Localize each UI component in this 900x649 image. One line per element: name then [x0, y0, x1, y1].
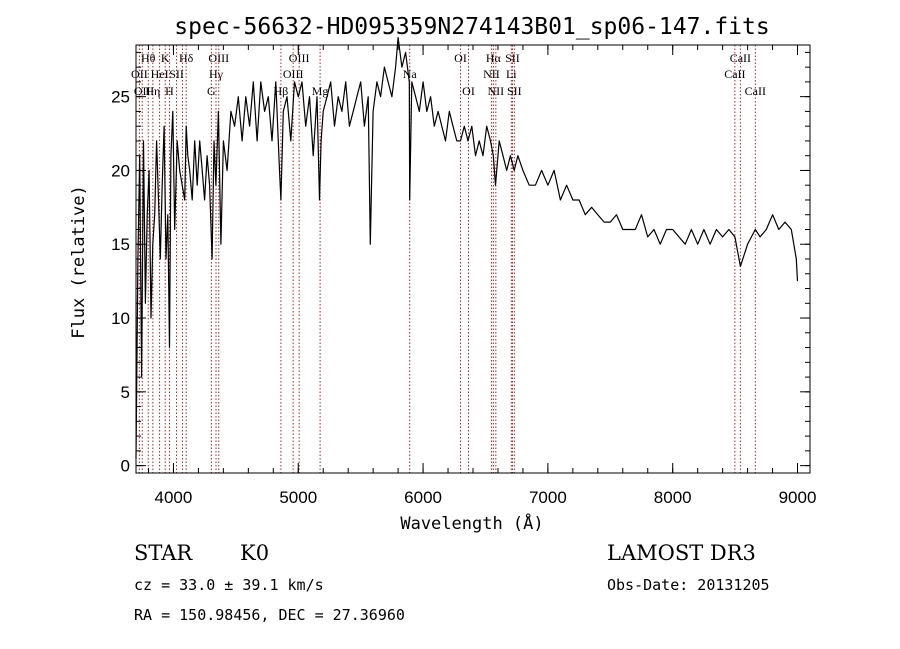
spectral-line-label: HeI	[151, 67, 169, 81]
y-tick-label: 10	[111, 309, 130, 328]
spectral-line-label: Hθ	[141, 51, 156, 65]
spectral-line-label: G	[207, 84, 216, 98]
spectral-line-label: OI	[454, 51, 467, 65]
object-subclass: K0	[240, 541, 269, 565]
x-tick-label: 9000	[779, 488, 817, 507]
spectral-line-label: Hη	[145, 84, 160, 98]
y-tick-label: 0	[121, 457, 130, 476]
x-tick-label: 4000	[155, 488, 193, 507]
y-tick-label: 20	[111, 161, 130, 180]
spectral-line-label: CaII	[724, 67, 745, 81]
spectral-line-label: K	[161, 51, 170, 65]
y-tick-label: 25	[111, 88, 130, 107]
x-tick-label: 8000	[654, 488, 692, 507]
spectral-line-label: Mg	[312, 84, 329, 98]
y-tick-label: 15	[111, 235, 130, 254]
spectral-line-label: CaII	[730, 51, 751, 65]
spectral-line-label: Li	[506, 67, 517, 81]
spectral-line-label: OII	[134, 84, 151, 98]
spectral-line-label: Na	[403, 67, 418, 81]
x-tick-label: 6000	[404, 488, 442, 507]
spectral-line-label: OIII	[208, 51, 229, 65]
spectral-line-label: OIII	[283, 67, 304, 81]
spectral-line-label: H	[165, 84, 174, 98]
spectral-line-labels: OII OII Hθ Hη HeI K H SII Hδ G Hγ OIII Hβ OIII OIII Mg N…	[131, 51, 766, 98]
chart-title: spec-56632-HD095359N274143B01_sp06-147.f…	[174, 14, 769, 40]
x-tick-label: 7000	[529, 488, 567, 507]
coordinates-info: RA = 150.98456, DEC = 27.36960	[134, 606, 405, 624]
spectral-line-label: OIII	[289, 51, 310, 65]
x-tick-label: 5000	[279, 488, 317, 507]
axis-ticks: 4000 5000 6000 7000 8000 9000 0 5 10 15 20 25	[111, 45, 816, 507]
spectral-line-label: OI	[462, 84, 475, 98]
redshift-info: cz = 33.0 ± 39.1 km/s	[134, 576, 324, 594]
observation-date: Obs-Date: 20131205	[607, 576, 770, 594]
spectral-line-label: SII	[507, 84, 522, 98]
spectral-line-label: CaII	[745, 84, 766, 98]
y-tick-label: 5	[121, 383, 130, 402]
spectral-line-label: Hδ	[179, 51, 194, 65]
spectral-line-label: SII	[169, 67, 184, 81]
spectral-line-label: SII	[505, 51, 520, 65]
x-axis-label: Wavelength (Å)	[400, 512, 543, 534]
spectral-line-label: Hα	[486, 51, 502, 65]
spectrum-series	[135, 36, 799, 459]
spectral-line-markers	[138, 45, 756, 473]
spectral-line-label: OII	[131, 67, 148, 81]
spectral-line-label: Hγ	[209, 67, 224, 81]
object-class: STAR	[134, 541, 193, 565]
spectral-line-label: Hβ	[274, 84, 289, 98]
spectral-line-label: NII	[488, 84, 505, 98]
spectral-line-label: NII	[483, 67, 500, 81]
y-axis-label: Flux (relative)	[69, 185, 89, 339]
spectrum-line	[135, 36, 799, 459]
survey-name: LAMOST DR3	[607, 541, 756, 565]
